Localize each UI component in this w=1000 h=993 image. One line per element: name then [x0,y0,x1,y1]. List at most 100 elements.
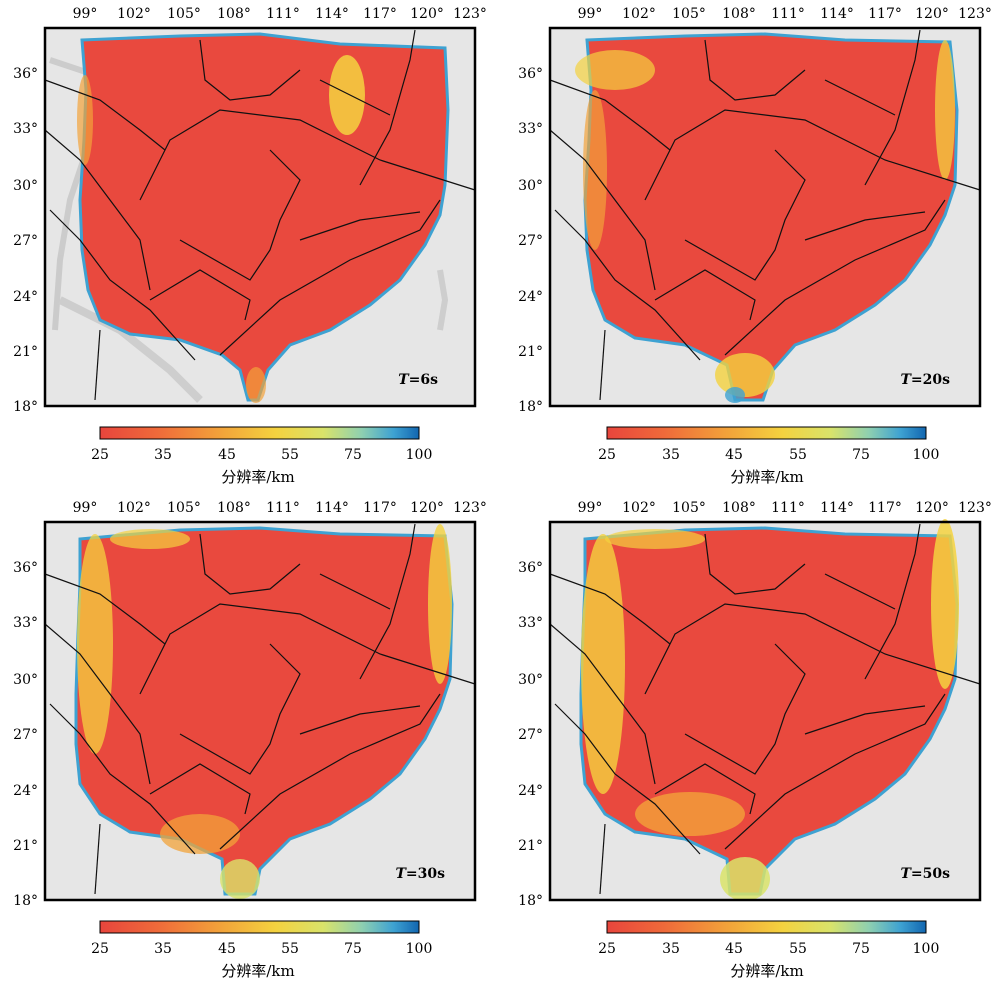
y-tick-label: 18° [13,399,38,415]
colorbar-tick: 25 [598,447,616,463]
map-panel-t6: 99° 102° 105° 108° 111° 114° 117° 120° 1… [0,0,500,495]
x-tick-label: 108° [722,6,756,22]
fault-lines [549,29,981,401]
resolution-patch [575,50,655,90]
x-tick-label: 111° [771,500,805,516]
x-tick-label: 123° [453,6,487,22]
x-tick-label: 117° [363,500,397,516]
x-tick-label: 120° [915,6,949,22]
y-tick-label: 30° [518,672,543,688]
colorbar-tick: 100 [913,447,940,463]
y-axis-labels: 36° 33° 30° 27° 24° 21° 18° [13,560,38,909]
colorbar-tick: 25 [598,941,616,957]
x-tick-label: 99° [73,500,98,516]
x-tick-label: 117° [868,500,902,516]
colorbar-ticks: 25 35 45 55 75 100 [598,447,939,463]
y-tick-label: 18° [13,893,38,909]
colorbar-tick: 45 [218,941,236,957]
y-tick-label: 21° [518,838,543,854]
colorbar-tick: 55 [281,941,299,957]
y-tick-label: 33° [13,121,38,137]
colorbar-tick: 35 [662,447,680,463]
resolution-patch [329,55,365,135]
colorbar-tick: 55 [789,941,807,957]
period-label: T=30s [395,866,445,882]
x-tick-label: 105° [672,500,706,516]
colorbar-label: 分辨率/km [221,468,294,486]
x-tick-label: 114° [820,6,854,22]
y-tick-label: 30° [13,178,38,194]
map-panel-t50: 99° 102° 105° 108° 111° 114° 117° 120° 1… [505,494,1000,989]
y-tick-label: 24° [518,783,543,799]
resolution-patch [581,534,625,794]
resolution-patch [935,40,955,180]
period-label: T=20s [900,372,950,388]
resolution-patch [428,524,452,684]
map-frame [43,520,477,902]
y-tick-label: 27° [518,727,543,743]
x-tick-label: 108° [722,500,756,516]
y-tick-label: 30° [13,672,38,688]
map-svg-t30: 99° 102° 105° 108° 111° 114° 117° 120° 1… [13,500,487,980]
resolution-patch [605,529,705,549]
x-tick-label: 108° [217,500,251,516]
colorbar-tick: 55 [789,447,807,463]
x-tick-label: 123° [958,500,992,516]
map-frame [548,520,982,902]
x-tick-label: 120° [410,500,444,516]
x-tick-label: 99° [578,6,603,22]
colorbar [99,426,420,440]
colorbar-tick: 55 [281,447,299,463]
map-svg-t20: 99° 102° 105° 108° 111° 114° 117° 120° 1… [518,6,992,486]
colorbar-tick: 100 [913,941,940,957]
x-tick-label: 114° [820,500,854,516]
colorbar [606,426,927,440]
map-frame [43,26,477,408]
x-tick-label: 111° [266,500,300,516]
x-tick-label: 120° [410,6,444,22]
y-tick-label: 27° [518,233,543,249]
resolution-patch [77,534,113,754]
x-tick-label: 117° [868,6,902,22]
x-axis-labels: 99° 102° 105° 108° 111° 114° 117° 120° 1… [73,6,487,22]
y-tick-label: 18° [518,893,543,909]
colorbar-label: 分辨率/km [221,962,294,980]
resolution-patch [635,792,745,836]
resolution-patch [220,859,260,899]
y-tick-label: 21° [13,344,38,360]
colorbar-tick: 75 [344,941,362,957]
map-frame [548,26,982,408]
map-panel-t30: 99° 102° 105° 108° 111° 114° 117° 120° 1… [0,494,500,989]
x-tick-label: 99° [73,6,98,22]
x-axis-labels: 99° 102° 105° 108° 111° 114° 117° 120° 1… [73,500,487,516]
x-axis-labels: 99° 102° 105° 108° 111° 114° 117° 120° 1… [578,500,992,516]
colorbar-tick: 75 [852,941,870,957]
colorbar-tick: 35 [154,447,172,463]
y-tick-label: 18° [518,399,543,415]
fault-lines [549,523,981,895]
colorbar-tick: 35 [662,941,680,957]
y-axis-labels: 36° 33° 30° 27° 24° 21° 18° [518,560,543,909]
y-tick-label: 33° [518,615,543,631]
colorbar-label: 分辨率/km [730,468,803,486]
colorbar-tick: 45 [725,447,743,463]
y-tick-label: 21° [518,344,543,360]
resolution-patch [77,75,93,165]
resolution-patch [725,387,745,403]
resolution-patch [160,814,240,854]
y-tick-label: 24° [13,289,38,305]
x-tick-label: 105° [167,6,201,22]
fault-lines [44,29,476,401]
fault-lines [44,523,476,895]
resolution-patch [931,519,959,689]
colorbar-tick: 25 [91,941,109,957]
colorbar-tick: 45 [725,941,743,957]
period-label: T=50s [900,866,950,882]
colorbar-tick: 35 [154,941,172,957]
x-tick-label: 99° [578,500,603,516]
x-tick-label: 123° [958,6,992,22]
x-tick-label: 114° [315,6,349,22]
map-panel-t20: 99° 102° 105° 108° 111° 114° 117° 120° 1… [505,0,1000,495]
colorbar-tick: 45 [218,447,236,463]
colorbar-tick: 25 [91,447,109,463]
